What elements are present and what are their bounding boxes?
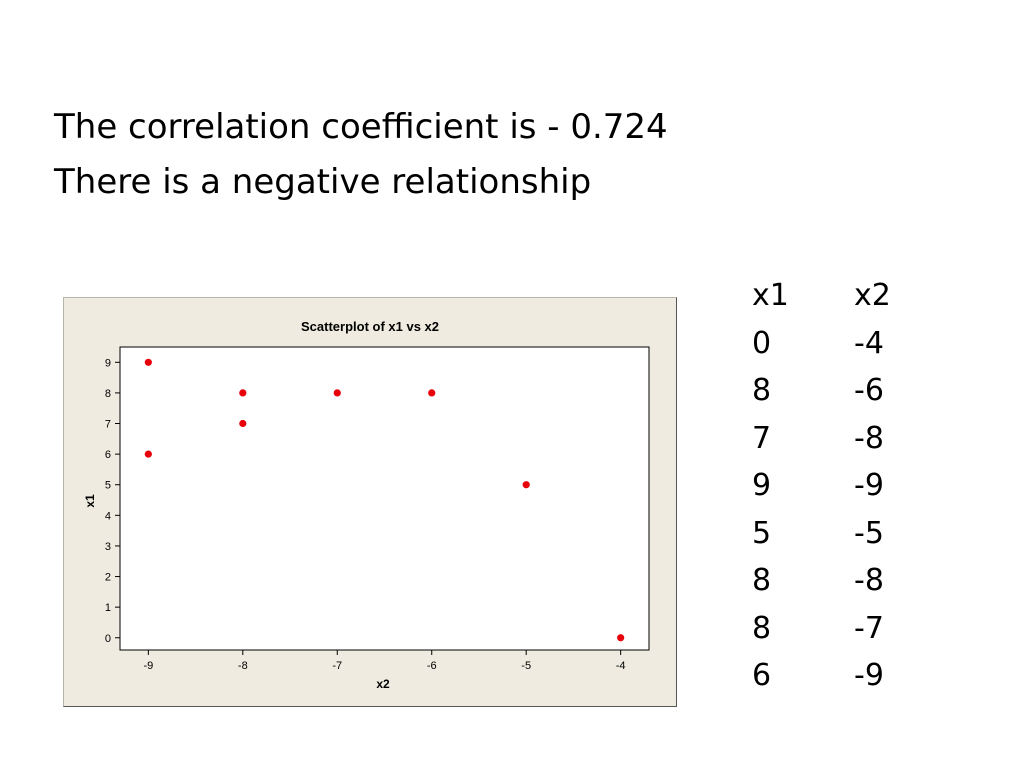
x-tick-label: -9 <box>143 660 153 672</box>
chart-title: Scatterplot of x1 vs x2 <box>301 319 439 334</box>
x-tick-label: -5 <box>521 660 531 672</box>
cell-x1: 8 <box>752 373 772 408</box>
y-tick-label: 2 <box>105 572 111 584</box>
column-header-x2: x2 <box>854 278 891 313</box>
data-point <box>522 481 530 489</box>
y-tick-label: 1 <box>105 602 111 614</box>
cell-x2: -8 <box>854 420 884 456</box>
data-point <box>144 450 152 458</box>
x-tick-label: -8 <box>238 660 248 672</box>
data-points <box>144 358 625 642</box>
x-tick-label: -4 <box>616 660 626 672</box>
data-point <box>617 634 625 642</box>
cell-x1: 7 <box>752 420 772 456</box>
plot-area <box>119 346 650 651</box>
cell-x1: 8 <box>752 563 772 598</box>
cell-x1: 5 <box>752 515 772 551</box>
cell-x2: -6 <box>854 373 884 408</box>
data-point <box>144 358 152 366</box>
scatterplot-chart: Scatterplot of x1 vs x2 -9 -8 -7 -6 -5 -4 0 1 2… <box>83 319 650 691</box>
cell-x1: 9 <box>752 468 772 503</box>
scatterplot-frame: Scatterplot of x1 vs x2 -9 -8 -7 -6 -5 -4 0 1 2… <box>63 297 677 707</box>
y-tick-label: 7 <box>105 419 111 431</box>
y-tick-label: 6 <box>105 449 111 461</box>
cell-x2: -7 <box>854 610 884 646</box>
heading-line-correlation: The correlation coefficient is - 0.724 <box>54 107 668 147</box>
x-tick-label: -6 <box>427 660 437 672</box>
cell-x1: 8 <box>752 610 772 646</box>
y-tick-label: 5 <box>105 480 111 492</box>
y-tick-label: 8 <box>105 388 111 400</box>
table-row: 8 -7 <box>752 605 914 653</box>
heading: The correlation coefficient is - 0.724 T… <box>54 100 668 210</box>
y-tick-label: 4 <box>105 510 111 522</box>
table-row: 5 -5 <box>752 510 914 558</box>
table-body: 0 -4 8 -6 7 -8 9 -9 5 -5 8 -8 8 -7 6 -9 <box>752 320 914 700</box>
table-row: 7 -8 <box>752 415 914 463</box>
y-tick-label: 3 <box>105 541 111 553</box>
data-table: x1 x2 0 -4 8 -6 7 -8 9 -9 5 -5 8 -8 8 -7 6 -9 <box>752 272 914 700</box>
cell-x2: -5 <box>854 515 884 551</box>
cell-x2: -9 <box>854 658 884 693</box>
data-point <box>239 419 247 428</box>
cell-x1: 6 <box>752 658 772 693</box>
table-row: 8 -8 <box>752 557 914 605</box>
table-header-row: x1 x2 <box>752 272 914 320</box>
x-axis: -9 -8 -7 -6 -5 -4 <box>143 650 626 672</box>
cell-x2: -4 <box>854 325 884 361</box>
data-point <box>333 389 341 397</box>
y-axis: 0 1 2 3 4 5 6 7 8 9 <box>105 357 120 645</box>
x-tick-label: -7 <box>332 660 342 672</box>
column-header-x1: x1 <box>752 278 789 313</box>
table-row: 0 -4 <box>752 320 914 368</box>
cell-x1: 0 <box>752 325 772 361</box>
y-tick-label: 9 <box>105 357 111 369</box>
table-row: 9 -9 <box>752 462 914 510</box>
data-point <box>428 389 436 397</box>
y-tick-label: 0 <box>105 633 111 645</box>
cell-x2: -8 <box>854 563 884 598</box>
x-axis-label: x2 <box>376 677 390 691</box>
cell-x2: -9 <box>854 468 884 503</box>
table-row: 6 -9 <box>752 652 914 700</box>
table-row: 8 -6 <box>752 367 914 415</box>
data-point <box>239 389 247 397</box>
y-axis-label: x1 <box>83 494 97 508</box>
heading-line-relationship: There is a negative relationship <box>54 162 592 202</box>
